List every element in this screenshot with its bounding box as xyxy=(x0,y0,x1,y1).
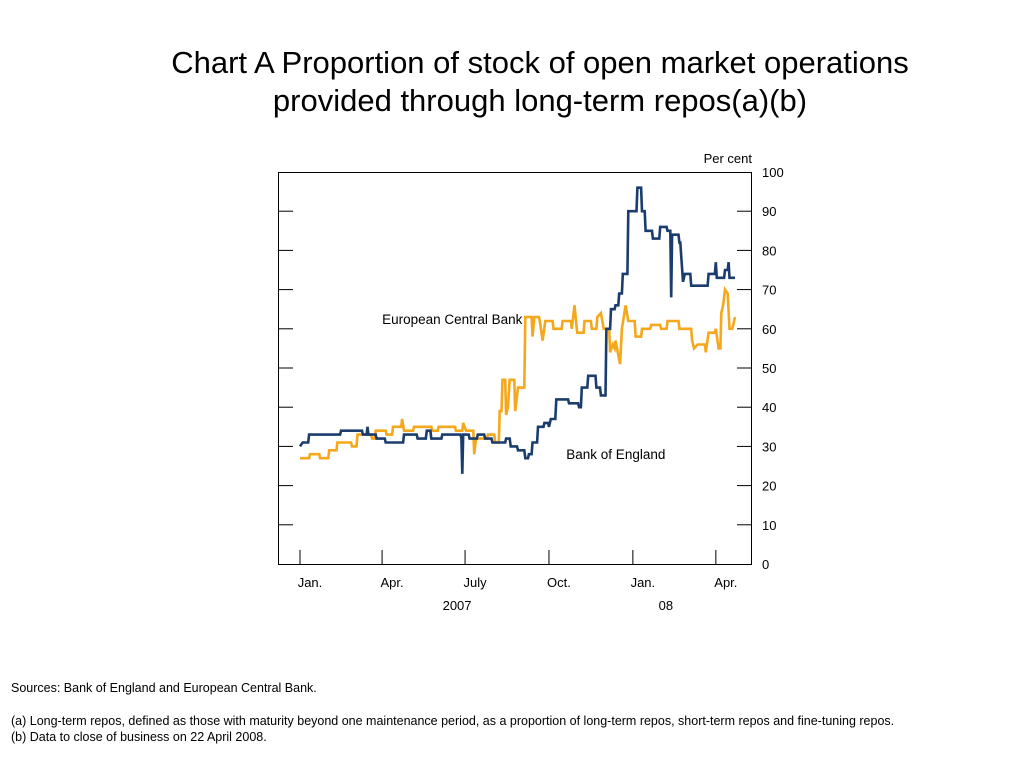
y-tick-label: 70 xyxy=(762,283,776,298)
x-tick-label: Apr. xyxy=(714,575,737,590)
x-tick-label: Apr. xyxy=(381,575,404,590)
y-tick-label: 30 xyxy=(762,439,776,454)
sources-note: Sources: Bank of England and European Ce… xyxy=(11,681,317,695)
y-tick-label: 20 xyxy=(762,479,776,494)
footnote-a: (a) Long-term repos, defined as those wi… xyxy=(11,713,895,728)
y-tick-label: 50 xyxy=(762,361,776,376)
series-lines xyxy=(298,186,737,474)
x-tick-label: Oct. xyxy=(547,575,571,590)
footnote-b: (b) Data to close of business on 22 Apri… xyxy=(11,730,267,744)
x-tick-label: Jan. xyxy=(298,575,323,590)
x-axis: Jan. Apr. July Oct. Jan. Apr. 2007 08 xyxy=(298,550,737,613)
x-tick-label: Jan. xyxy=(631,575,656,590)
y-tick-label: 0 xyxy=(762,557,769,572)
annotations: European Central Bank Bank of England xyxy=(382,312,665,462)
x-year-label: 2007 xyxy=(443,598,472,613)
series-annotation: European Central Bank xyxy=(382,312,523,327)
y-tick-label: 80 xyxy=(762,243,776,258)
chart-notes: Sources: Bank of England and European Ce… xyxy=(11,680,951,746)
chart-title-line-2: provided through long-term repos(a)(b) xyxy=(272,83,808,118)
y-axis-title: Per cent xyxy=(704,151,753,166)
x-year-label: 08 xyxy=(659,598,673,613)
x-tick-label: July xyxy=(464,575,488,590)
y-tick-label: 90 xyxy=(762,204,776,219)
chart-title: Chart A Proportion of stock of open mark… xyxy=(0,44,1024,120)
chart-title-line-1: Chart A Proportion of stock of open mark… xyxy=(171,45,909,80)
y-tick-label: 60 xyxy=(762,322,776,337)
series-line xyxy=(300,286,737,460)
plot-frame xyxy=(278,172,752,565)
y-tick-label: 40 xyxy=(762,400,776,415)
y-tick-label: 100 xyxy=(762,165,784,180)
series-annotation: Bank of England xyxy=(566,447,665,462)
y-axis: 0 10 20 30 40 50 60 70 80 90 100 xyxy=(279,165,784,572)
y-tick-label: 10 xyxy=(762,518,776,533)
series-line xyxy=(298,186,735,474)
